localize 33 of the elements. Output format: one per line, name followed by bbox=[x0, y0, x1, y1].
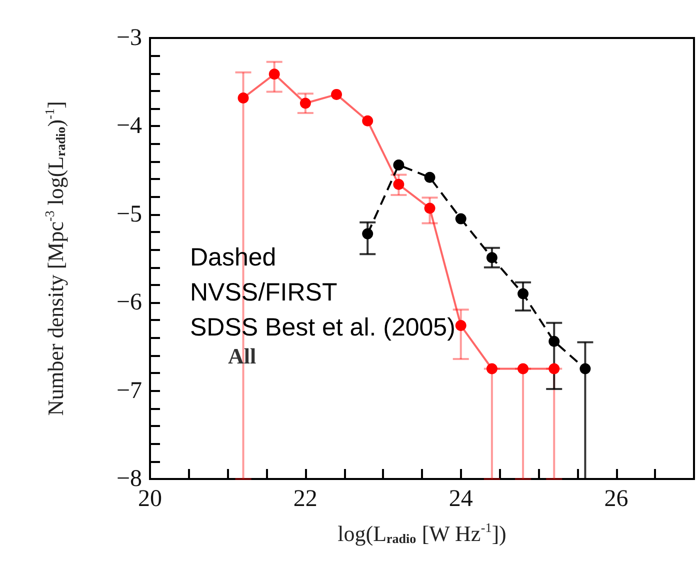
y-tick-label: −5 bbox=[116, 201, 142, 228]
point bbox=[548, 363, 560, 374]
y-tick-label: −6 bbox=[116, 290, 142, 316]
y-axis-title: Number density [Mpc-3 log(Lradio)-1] bbox=[42, 101, 68, 416]
point bbox=[393, 178, 404, 190]
point bbox=[486, 363, 498, 374]
point bbox=[486, 252, 498, 264]
point bbox=[548, 336, 560, 347]
point bbox=[455, 213, 466, 224]
x-tick-label: 26 bbox=[604, 486, 628, 512]
annotation: All bbox=[228, 344, 256, 368]
point bbox=[238, 92, 249, 104]
y-tick-label: −3 bbox=[116, 25, 142, 51]
point bbox=[424, 172, 436, 183]
annotation: SDSS Best et al. (2005) bbox=[190, 314, 456, 342]
point bbox=[424, 202, 436, 214]
point bbox=[331, 88, 342, 100]
point bbox=[518, 288, 529, 300]
point bbox=[268, 68, 280, 80]
point bbox=[300, 98, 311, 109]
x-tick-label: 20 bbox=[138, 486, 162, 512]
y-tick-label: −4 bbox=[116, 113, 142, 140]
annotation: Dashed bbox=[190, 244, 276, 272]
point bbox=[518, 363, 529, 374]
annotation: NVSS/FIRST bbox=[190, 278, 338, 306]
point bbox=[455, 320, 466, 332]
y-tick-label: −7 bbox=[116, 378, 142, 404]
x-tick-label: 22 bbox=[293, 486, 318, 512]
point bbox=[580, 363, 591, 374]
x-tick-label: 24 bbox=[448, 486, 473, 512]
point bbox=[362, 115, 374, 126]
point bbox=[393, 160, 404, 171]
point bbox=[362, 228, 374, 240]
